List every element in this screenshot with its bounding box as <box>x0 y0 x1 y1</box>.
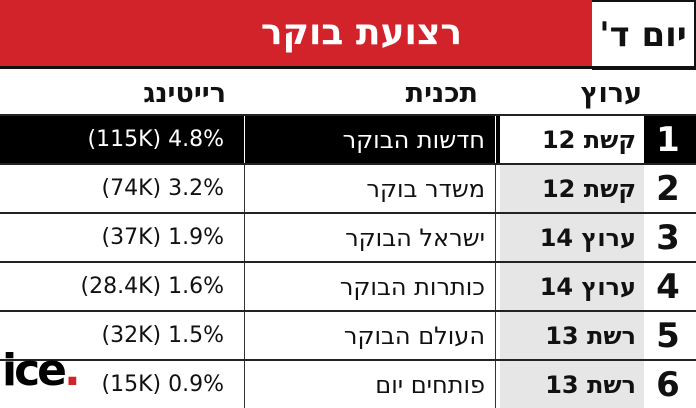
column-header-rating: רייטינג <box>143 78 226 109</box>
program-cell: פותחים יום <box>246 361 496 408</box>
ice-logo: ice. <box>2 349 81 393</box>
channel-cell: קשת 12 <box>500 165 644 212</box>
rating-cell: (74K) 3.2% <box>0 165 245 212</box>
column-headers: ערוץ תכנית רייטינג <box>0 70 696 114</box>
channel-cell: קשת 12 <box>500 116 644 163</box>
program-cell: חדשות הבוקר <box>246 116 496 163</box>
rank-cell: 2 <box>656 168 680 209</box>
channel-cell: ערוץ 14 <box>500 263 644 310</box>
rating-value: (37K) 1.9% <box>101 225 224 250</box>
channel-cell: רשת 13 <box>500 361 644 408</box>
table-row: 5 רשת 13 העולם הבוקר (32K) 1.5% <box>0 310 696 359</box>
program-name: העולם הבוקר <box>343 321 485 350</box>
channel-name: רשת 13 <box>545 370 636 399</box>
rank-cell: 1 <box>656 119 680 160</box>
column-header-channel: ערוץ <box>580 78 642 109</box>
channel-cell: ערוץ 14 <box>500 214 644 261</box>
channel-name: ערוץ 14 <box>539 272 636 301</box>
rating-value: (15K) 0.9% <box>101 372 224 397</box>
program-cell: משדר בוקר <box>246 165 496 212</box>
program-name: פותחים יום <box>375 370 485 399</box>
table-row: 1 קשת 12 חדשות הבוקר (115K) 4.8% <box>0 114 696 163</box>
program-name: כותרות הבוקר <box>339 272 485 301</box>
program-cell: ישראל הבוקר <box>246 214 496 261</box>
table-row: 6 רשת 13 פותחים יום (15K) 0.9% <box>0 359 696 408</box>
logo-dot: . <box>64 345 81 396</box>
rating-cell: (115K) 4.8% <box>0 116 245 163</box>
rating-cell: (28.4K) 1.6% <box>0 263 245 310</box>
channel-name: קשת 12 <box>541 174 636 203</box>
rank-cell: 6 <box>656 364 680 405</box>
rating-cell: (32K) 1.5% <box>0 312 245 359</box>
header-title: רצועת בוקר <box>260 12 462 53</box>
day-label: יום ד' <box>592 0 696 70</box>
rank-cell: 4 <box>656 266 680 307</box>
rank-cell: 5 <box>656 315 680 356</box>
table-header: רצועת בוקר יום ד' <box>0 0 696 70</box>
channel-name: רשת 13 <box>545 321 636 350</box>
rating-cell: (37K) 1.9% <box>0 214 245 261</box>
column-header-program: תכנית <box>405 78 478 109</box>
channel-name: ערוץ 14 <box>539 223 636 252</box>
rating-value: (28.4K) 1.6% <box>80 274 224 299</box>
channel-name: קשת 12 <box>541 125 636 154</box>
program-cell: העולם הבוקר <box>246 312 496 359</box>
rank-cell: 3 <box>656 217 680 258</box>
channel-cell: רשת 13 <box>500 312 644 359</box>
table-row: 3 ערוץ 14 ישראל הבוקר (37K) 1.9% <box>0 212 696 261</box>
rating-value: (115K) 4.8% <box>87 127 224 152</box>
program-name: משדר בוקר <box>366 174 485 203</box>
rating-value: (32K) 1.5% <box>101 323 224 348</box>
table-row: 4 ערוץ 14 כותרות הבוקר (28.4K) 1.6% <box>0 261 696 310</box>
program-name: חדשות הבוקר <box>342 125 485 154</box>
header-divider <box>0 66 696 69</box>
rating-cell: (15K) 0.9% <box>0 361 245 408</box>
table-row: 2 קשת 12 משדר בוקר (74K) 3.2% <box>0 163 696 212</box>
table-body: 1 קשת 12 חדשות הבוקר (115K) 4.8% 2 קשת 1… <box>0 114 696 408</box>
header-banner: רצועת בוקר <box>0 0 594 68</box>
logo-text: ice <box>2 345 67 396</box>
program-name: ישראל הבוקר <box>345 223 485 252</box>
rating-value: (74K) 3.2% <box>101 176 224 201</box>
program-cell: כותרות הבוקר <box>246 263 496 310</box>
